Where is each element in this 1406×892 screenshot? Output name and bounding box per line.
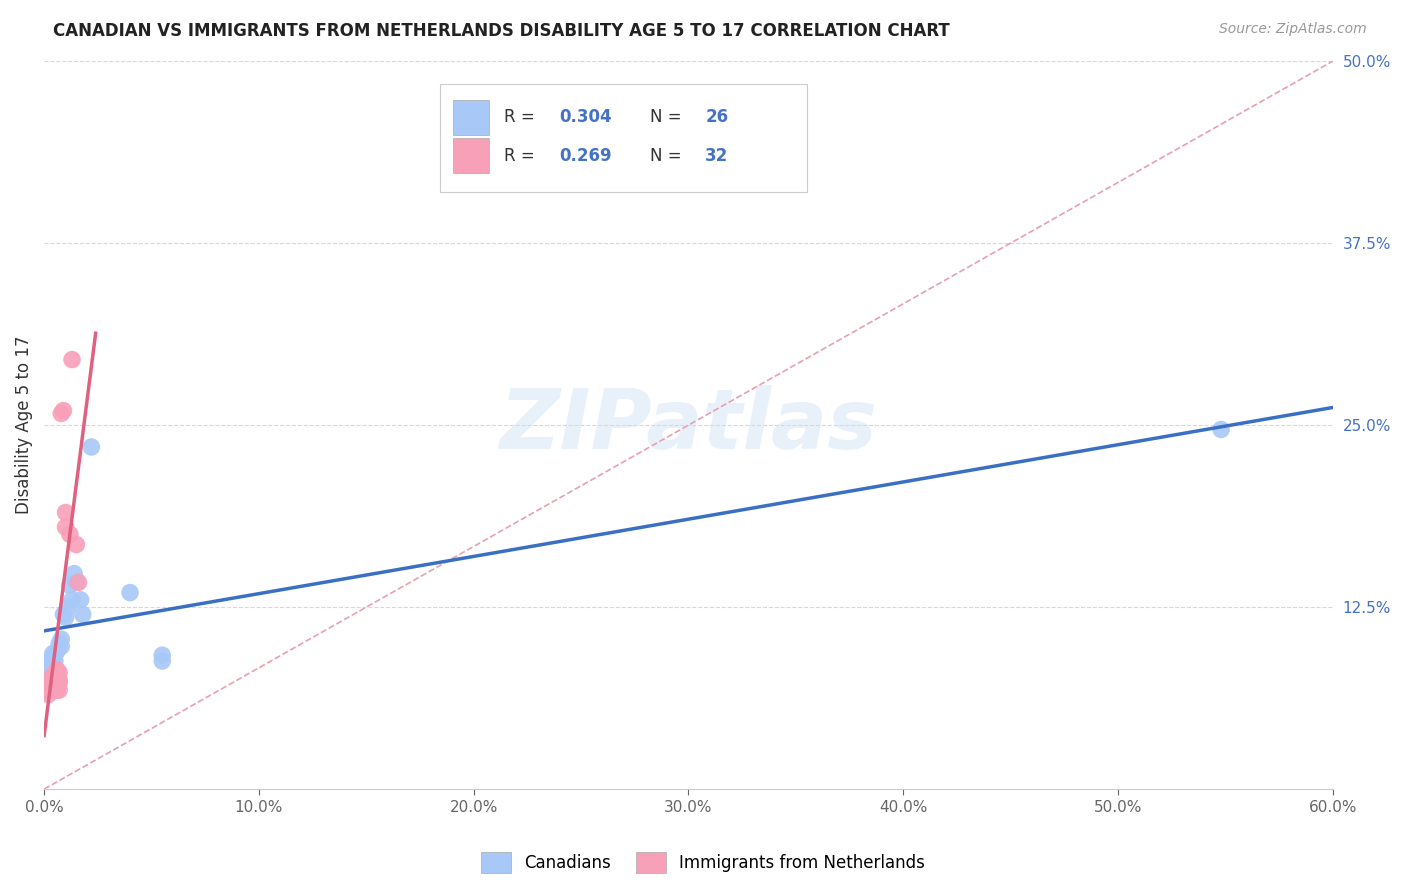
Point <box>46 644 69 658</box>
Point <box>59 578 82 592</box>
FancyBboxPatch shape <box>453 138 489 173</box>
Point <box>67 575 90 590</box>
Point <box>80 440 103 454</box>
Text: 26: 26 <box>706 108 728 126</box>
Point <box>41 673 63 687</box>
Point <box>35 680 58 694</box>
Point <box>48 673 70 687</box>
Y-axis label: Disability Age 5 to 17: Disability Age 5 to 17 <box>15 336 32 515</box>
Point <box>150 654 173 668</box>
Point <box>51 407 73 421</box>
FancyBboxPatch shape <box>453 100 489 135</box>
Point <box>65 537 87 551</box>
Point <box>41 651 63 665</box>
Point <box>44 648 66 663</box>
Point <box>48 636 70 650</box>
Point <box>150 648 173 663</box>
Point <box>39 683 62 698</box>
Point <box>37 665 59 680</box>
Text: 32: 32 <box>706 147 728 165</box>
Point <box>1209 423 1232 437</box>
Point <box>52 607 75 622</box>
Point <box>37 680 59 694</box>
Point <box>41 676 63 690</box>
Text: Source: ZipAtlas.com: Source: ZipAtlas.com <box>1219 22 1367 37</box>
Point <box>39 673 62 687</box>
Text: N =: N = <box>650 147 686 165</box>
Point <box>55 520 77 534</box>
Point <box>37 688 59 702</box>
Point <box>35 683 58 698</box>
Point <box>48 665 70 680</box>
Point <box>118 585 141 599</box>
Point <box>60 352 83 367</box>
Text: N =: N = <box>650 108 686 126</box>
Point <box>48 676 70 690</box>
Point <box>39 677 62 691</box>
Point <box>39 661 62 675</box>
Point <box>69 592 91 607</box>
Point <box>51 640 73 654</box>
Point <box>51 632 73 647</box>
Text: R =: R = <box>505 147 540 165</box>
Point <box>44 654 66 668</box>
Point <box>35 677 58 691</box>
Point <box>37 677 59 691</box>
Point <box>46 683 69 698</box>
Point <box>44 676 66 690</box>
Text: R =: R = <box>505 108 540 126</box>
Point <box>41 680 63 694</box>
Point <box>63 566 86 581</box>
Text: ZIPatlas: ZIPatlas <box>499 384 877 466</box>
Point <box>41 647 63 661</box>
Point <box>35 673 58 687</box>
Point <box>65 575 87 590</box>
Point <box>55 610 77 624</box>
Text: CANADIAN VS IMMIGRANTS FROM NETHERLANDS DISABILITY AGE 5 TO 17 CORRELATION CHART: CANADIAN VS IMMIGRANTS FROM NETHERLANDS … <box>53 22 950 40</box>
Point <box>44 670 66 684</box>
Point <box>56 600 79 615</box>
Point <box>52 403 75 417</box>
Legend: Canadians, Immigrants from Netherlands: Canadians, Immigrants from Netherlands <box>474 846 932 880</box>
Point <box>46 676 69 690</box>
Text: 0.304: 0.304 <box>560 108 612 126</box>
Point <box>72 607 94 622</box>
Point <box>41 668 63 682</box>
Point <box>55 506 77 520</box>
Point <box>44 680 66 694</box>
Point <box>46 663 69 677</box>
Point <box>60 592 83 607</box>
Point <box>39 654 62 668</box>
Point <box>46 672 69 686</box>
Point <box>59 527 82 541</box>
FancyBboxPatch shape <box>440 85 807 192</box>
Point <box>48 683 70 698</box>
Text: 0.269: 0.269 <box>560 147 612 165</box>
